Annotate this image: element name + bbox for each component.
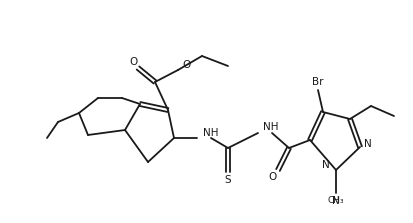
Text: Br: Br [311, 77, 323, 87]
Text: S: S [224, 175, 231, 185]
Text: CH₃: CH₃ [327, 196, 344, 206]
Text: N: N [331, 196, 339, 206]
Text: N: N [363, 139, 371, 149]
Text: O: O [268, 172, 276, 182]
Text: N: N [321, 160, 329, 170]
Text: O: O [182, 60, 190, 70]
Text: NH: NH [202, 128, 218, 138]
Text: O: O [130, 57, 138, 67]
Text: NH: NH [262, 122, 278, 132]
